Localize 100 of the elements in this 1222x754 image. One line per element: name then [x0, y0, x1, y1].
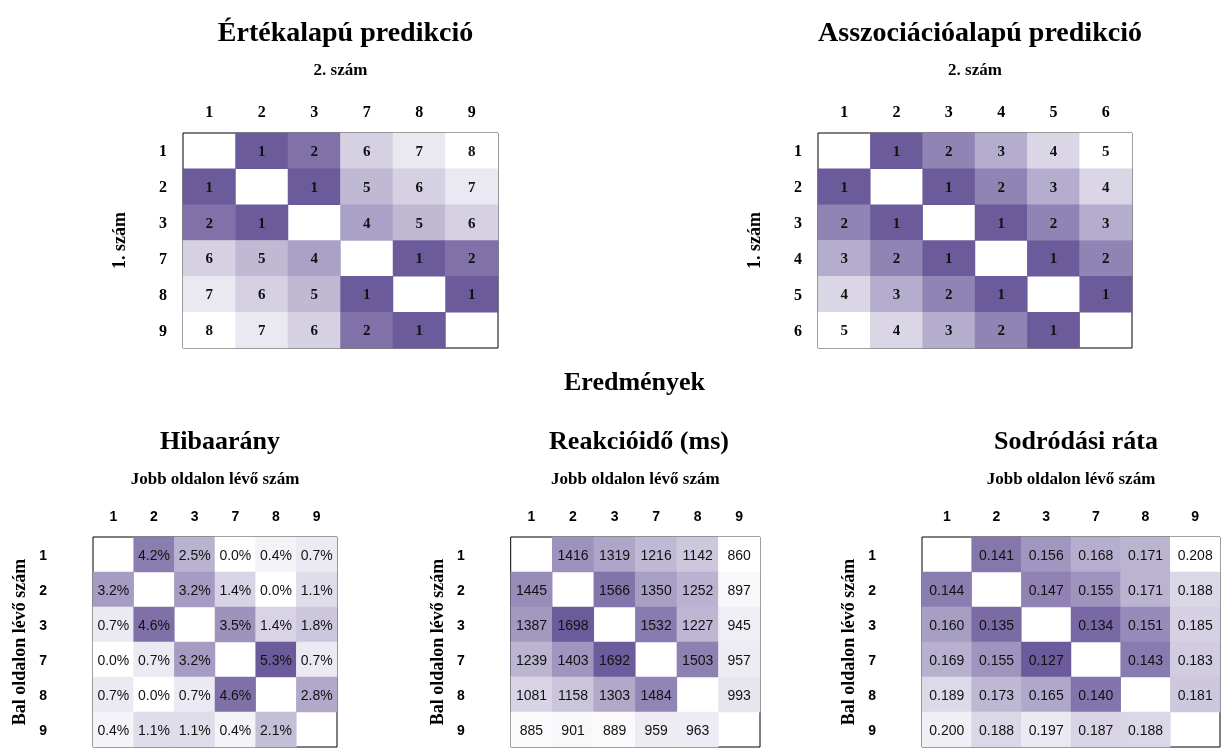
data-label: 1158: [557, 686, 589, 703]
data-label: 0.127: [1028, 651, 1064, 668]
data-label: 1252: [682, 581, 714, 598]
x-tick-label: 6: [1101, 102, 1110, 120]
data-label: 1: [997, 286, 1005, 303]
data-label: 1: [363, 286, 371, 303]
y-axis-title: Bal oldalon lévő szám: [427, 558, 447, 726]
data-label: 0.189: [929, 686, 965, 703]
data-label: 6: [258, 286, 266, 303]
data-label: 0.165: [1028, 686, 1064, 703]
x-tick-label: 3: [610, 508, 619, 524]
data-label: 2: [363, 322, 371, 339]
data-label: 8: [468, 142, 476, 159]
x-tick-label: 7: [362, 102, 371, 120]
data-label: 1142: [682, 546, 713, 563]
data-label: 0.187: [1078, 721, 1114, 738]
x-axis-title: 2. szám: [948, 60, 1002, 79]
x-tick-label: 2: [257, 102, 266, 120]
x-tick-label: 9: [467, 102, 476, 120]
x-tick-label: 2: [892, 102, 901, 120]
data-label: 1692: [598, 651, 631, 668]
data-label: 1566: [598, 581, 631, 598]
data-label: 0.0%: [219, 546, 252, 563]
y-tick-label: 1: [794, 142, 802, 160]
y-tick-label: 1: [456, 546, 465, 563]
data-label: 0.140: [1078, 686, 1114, 703]
y-tick-label: 9: [456, 721, 465, 738]
data-label: 1.8%: [300, 616, 333, 633]
data-label: 4: [310, 250, 319, 267]
data-label: 2.8%: [300, 686, 333, 703]
y-tick-label: 2: [456, 581, 465, 598]
y-tick-label: 9: [159, 321, 167, 339]
data-label: 7: [415, 142, 424, 159]
data-label: 0.181: [1177, 686, 1213, 703]
y-tick-label: 1: [159, 142, 167, 160]
data-label: 5: [840, 322, 848, 339]
data-label: 1: [415, 250, 423, 267]
data-label: 0.155: [978, 651, 1015, 668]
text: Eredmények: [564, 366, 706, 396]
y-tick-label: 3: [456, 616, 465, 633]
data-label: 3: [892, 286, 901, 303]
data-label: 860: [727, 546, 752, 563]
data-label: 0.134: [1078, 616, 1114, 633]
data-label: 3.2%: [178, 581, 211, 598]
data-label: 6: [205, 250, 214, 267]
data-label: 0.155: [1078, 581, 1114, 598]
y-tick-label: 2: [39, 581, 48, 598]
data-label: 0.168: [1078, 546, 1114, 563]
chart-title: Hibaarány: [160, 425, 280, 455]
data-label: 1: [892, 142, 901, 159]
x-tick-label: 7: [1091, 508, 1100, 524]
data-label: 4: [1049, 142, 1058, 159]
data-label: 1: [258, 214, 266, 231]
y-axis-title: Bal oldalon lévő szám: [838, 558, 859, 726]
x-tick-label: 3: [190, 508, 199, 524]
y-axis-title: 1. szám: [744, 212, 764, 269]
data-label: 1: [1049, 250, 1058, 267]
data-label: 5: [310, 286, 318, 303]
data-label: 0.0%: [260, 581, 292, 598]
data-label: 0.151: [1127, 616, 1164, 633]
y-tick-label: 8: [39, 686, 48, 703]
y-axis-title: 1. szám: [109, 212, 129, 269]
data-label: 1319: [598, 546, 631, 563]
x-tick-label: 2: [569, 508, 578, 524]
y-tick-label: 3: [39, 616, 48, 633]
data-label: 1081: [515, 686, 548, 703]
data-label: 0.169: [929, 651, 965, 668]
data-label: 1.1%: [138, 721, 170, 738]
data-label: 0.160: [929, 616, 965, 633]
y-tick-label: 3: [794, 214, 802, 232]
x-tick-label: 8: [415, 102, 424, 120]
data-label: 5: [258, 250, 266, 267]
x-tick-label: 1: [527, 508, 536, 524]
x-tick-label: 9: [312, 508, 321, 524]
chart-title: Asszociációalapú predikció: [818, 15, 1142, 47]
x-tick-label: 8: [272, 508, 281, 524]
x-tick-label: 3: [1042, 508, 1051, 524]
chart-title: Sodródási ráta: [994, 425, 1158, 455]
x-axis-title: Jobb oldalon lévő szám: [130, 469, 300, 488]
data-label: 0.7%: [300, 546, 333, 563]
data-label: 0.143: [1127, 651, 1164, 668]
data-label: 1503: [682, 651, 714, 668]
x-axis-title: Jobb oldalon lévő szám: [551, 469, 720, 488]
data-label: 1.4%: [219, 581, 252, 598]
data-label: 7: [205, 286, 214, 303]
data-label: 0.188: [1127, 721, 1164, 738]
data-label: 1698: [557, 616, 589, 633]
data-label: 6: [415, 178, 424, 195]
data-label: 3: [997, 142, 1005, 159]
data-label: 0.156: [1028, 546, 1064, 563]
data-label: 2: [205, 214, 213, 231]
data-label: 5: [415, 214, 423, 231]
data-label: 1227: [682, 616, 714, 633]
y-tick-label: 7: [868, 651, 877, 668]
data-label: 1387: [515, 616, 548, 633]
data-label: 0.141: [978, 546, 1015, 563]
data-label: 4.2%: [138, 546, 170, 563]
data-label: 1.1%: [300, 581, 333, 598]
data-label: 0.7%: [97, 686, 130, 703]
data-label: 3: [840, 250, 848, 267]
